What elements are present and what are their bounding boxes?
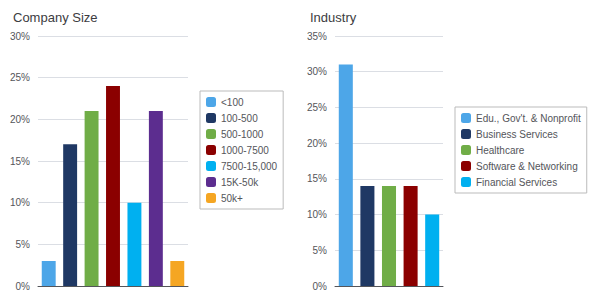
svg-text:7500-15,000: 7500-15,000 bbox=[221, 161, 278, 172]
svg-text:0%: 0% bbox=[313, 281, 328, 292]
svg-text:25%: 25% bbox=[10, 72, 30, 83]
svg-text:Healthcare: Healthcare bbox=[476, 145, 525, 156]
svg-text:500-1000: 500-1000 bbox=[221, 129, 264, 140]
svg-text:20%: 20% bbox=[10, 114, 30, 125]
svg-text:0%: 0% bbox=[16, 281, 31, 292]
svg-text:10%: 10% bbox=[10, 197, 30, 208]
svg-text:<100: <100 bbox=[221, 97, 244, 108]
svg-text:10%: 10% bbox=[307, 209, 327, 220]
svg-text:5%: 5% bbox=[16, 239, 31, 250]
svg-text:15%: 15% bbox=[307, 173, 327, 184]
svg-text:Company Size: Company Size bbox=[13, 10, 98, 25]
svg-text:15%: 15% bbox=[10, 156, 30, 167]
svg-text:35%: 35% bbox=[307, 31, 327, 42]
svg-text:Software & Networking: Software & Networking bbox=[476, 161, 578, 172]
svg-text:25%: 25% bbox=[307, 102, 327, 113]
svg-text:30%: 30% bbox=[307, 66, 327, 77]
svg-text:50k+: 50k+ bbox=[221, 193, 243, 204]
svg-text:15K-50k: 15K-50k bbox=[221, 177, 259, 188]
svg-text:Edu., Gov't. & Nonprofit: Edu., Gov't. & Nonprofit bbox=[476, 113, 581, 124]
svg-text:20%: 20% bbox=[307, 138, 327, 149]
svg-text:30%: 30% bbox=[10, 31, 30, 42]
svg-text:Industry: Industry bbox=[310, 10, 357, 25]
svg-text:Financial Services: Financial Services bbox=[476, 177, 557, 188]
svg-text:5%: 5% bbox=[313, 245, 328, 256]
svg-text:1000-7500: 1000-7500 bbox=[221, 145, 269, 156]
svg-text:100-500: 100-500 bbox=[221, 113, 258, 124]
svg-text:Business Services: Business Services bbox=[476, 129, 558, 140]
